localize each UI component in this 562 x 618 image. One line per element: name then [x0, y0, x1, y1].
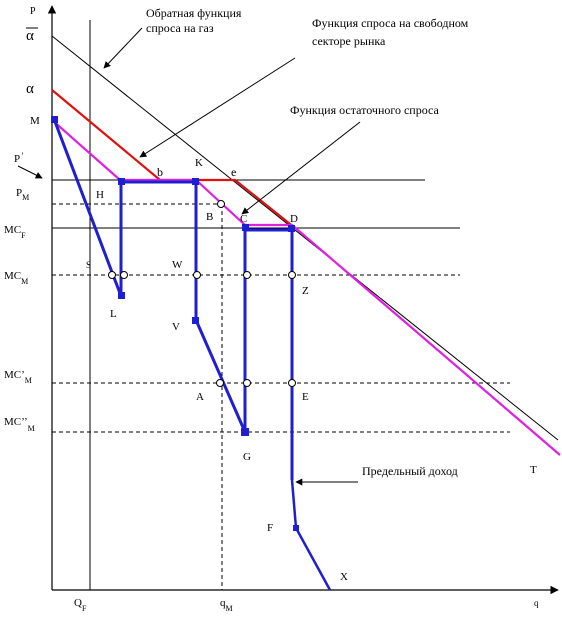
pm-label: PM — [16, 187, 29, 202]
mcf-label: MCF — [4, 224, 26, 240]
point-mcpm-c-circle — [243, 379, 251, 387]
residual-demand-arrow — [241, 121, 361, 215]
point-d-square — [288, 225, 295, 232]
point-h-square — [118, 178, 125, 185]
c-label: C — [240, 213, 247, 225]
point-b-circle — [217, 200, 225, 208]
point-a-circle — [216, 379, 224, 387]
point-w-circle — [193, 271, 201, 279]
mcm-label: MCM — [4, 270, 28, 286]
free-sector-annotation-2: секторе рынка — [312, 34, 386, 48]
z-label: Z — [302, 285, 309, 297]
point-s-circle2 — [120, 271, 128, 279]
inverse-demand-arrow — [103, 27, 143, 69]
t-label: T — [530, 464, 537, 476]
point-m-square — [51, 116, 58, 123]
qm-label: qM — [220, 597, 233, 613]
point-k-square — [192, 178, 199, 185]
inverse-demand-annotation-2: спроса на газ — [146, 21, 214, 35]
free-sector-annotation-1: Функция спроса на свободном — [312, 16, 469, 30]
p-prime-label: P’ — [14, 151, 24, 165]
residual-demand-annotation: Функция остаточного спроса — [290, 103, 440, 117]
p-axis-label: P — [30, 6, 36, 17]
marginal-revenue-annotation: Предельный доход — [362, 464, 458, 478]
point-c-square — [242, 224, 249, 231]
e-label: e — [231, 165, 236, 179]
a-label: A — [196, 391, 204, 403]
x-label: X — [340, 571, 348, 583]
p-prime-arrow — [17, 165, 43, 179]
free-sector-arrow — [139, 57, 296, 158]
s-label: S — [86, 260, 91, 270]
marginal-revenue-lower — [290, 479, 332, 591]
point-f-square — [293, 525, 299, 531]
point-g-square — [241, 428, 249, 436]
b-label: b — [157, 165, 163, 179]
point-z-circle — [288, 271, 296, 279]
k-label: K — [195, 157, 203, 169]
alpha-label: α — [26, 81, 34, 97]
point-l-square — [118, 292, 125, 299]
inverse-demand-line — [51, 35, 559, 441]
qf-label: QF — [74, 597, 87, 613]
l-label: L — [110, 308, 117, 320]
f-label: F — [267, 522, 273, 534]
q-axis-label: q — [534, 598, 539, 608]
e-point-label: E — [302, 391, 309, 403]
w-label: W — [172, 259, 183, 271]
b-point-label: B — [206, 211, 213, 223]
v-label: V — [172, 321, 180, 333]
point-mcm-c-circle — [243, 271, 251, 279]
free-sector-demand-curve — [51, 89, 296, 229]
mcpm-label: MC’M — [4, 369, 32, 385]
alpha-bar-label: α — [26, 28, 34, 44]
mcppm-label: MC’’M — [4, 416, 35, 433]
inverse-demand-annotation-1: Обратная функция — [146, 6, 242, 20]
h-label: H — [96, 189, 104, 201]
m-label: M — [30, 115, 40, 127]
point-e-circle — [288, 379, 296, 387]
point-s-circle1 — [108, 271, 116, 279]
point-v-square — [192, 317, 199, 324]
d-label: D — [290, 213, 298, 225]
g-label: G — [243, 451, 251, 463]
